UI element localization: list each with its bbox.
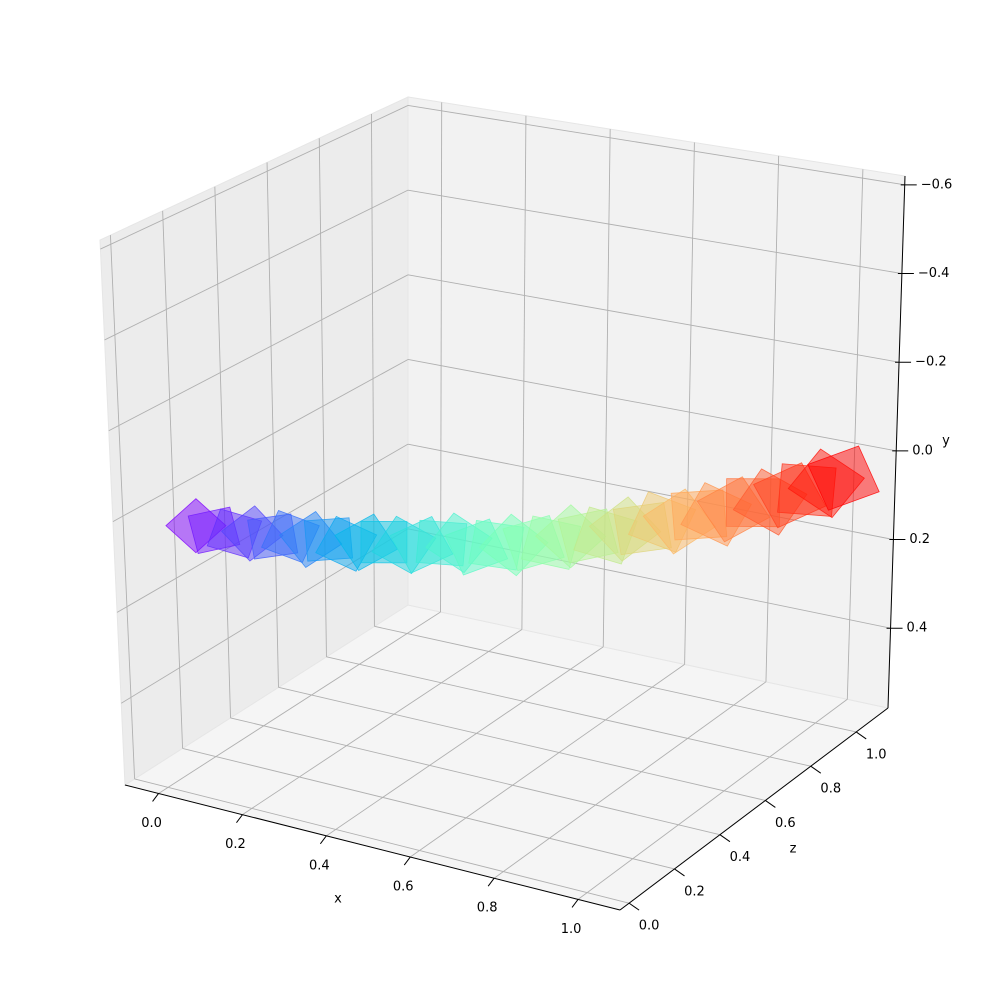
grid-line bbox=[242, 629, 523, 816]
x-tick-label: 0.0 bbox=[141, 816, 162, 831]
y-axis-label: y bbox=[942, 434, 950, 449]
z-tick bbox=[810, 765, 822, 774]
grid-line bbox=[158, 611, 441, 794]
grid-line bbox=[407, 189, 902, 274]
polygon-mark bbox=[807, 445, 880, 511]
y-tick-label: 0.2 bbox=[909, 532, 930, 547]
grid-line bbox=[100, 105, 409, 250]
x-tick-label: 0.6 bbox=[393, 880, 414, 895]
grid-line bbox=[326, 646, 604, 837]
x-tick bbox=[403, 856, 411, 866]
grid-line bbox=[104, 189, 409, 341]
z-tick-label: 0.0 bbox=[639, 919, 660, 934]
x-axis-line bbox=[124, 784, 621, 911]
x-tick bbox=[236, 814, 243, 823]
z-tick-label: 0.2 bbox=[684, 884, 705, 899]
grid-line bbox=[109, 235, 136, 779]
grid-line bbox=[326, 656, 811, 767]
y-tick-label: 0.4 bbox=[907, 621, 928, 636]
grid-line bbox=[162, 210, 184, 749]
grid-line bbox=[684, 142, 695, 665]
grid-line bbox=[493, 681, 767, 879]
x-tick-label: 0.2 bbox=[225, 837, 246, 852]
z-tick-label: 0.8 bbox=[820, 782, 841, 797]
grid-line bbox=[112, 359, 409, 522]
y-tick-label: −0.6 bbox=[921, 177, 953, 192]
z-tick-label: 0.4 bbox=[730, 850, 751, 865]
z-tick bbox=[628, 902, 640, 911]
y-tick-label: −0.2 bbox=[915, 355, 947, 370]
grid-line bbox=[846, 169, 864, 700]
z-tick-label: 0.6 bbox=[775, 816, 796, 831]
grid-line bbox=[278, 686, 766, 801]
x-tick-label: 1.0 bbox=[561, 922, 582, 937]
z-tick bbox=[674, 868, 685, 877]
back-pane bbox=[407, 96, 906, 709]
z-tick bbox=[719, 834, 731, 843]
grid-line bbox=[108, 274, 409, 432]
y-tick-label: −0.4 bbox=[918, 266, 950, 281]
grid-line bbox=[407, 105, 905, 186]
grid-line bbox=[230, 717, 721, 836]
x-tick bbox=[152, 793, 159, 802]
z-axis-line bbox=[619, 707, 889, 911]
grid-line bbox=[577, 698, 848, 900]
x-axis-label: x bbox=[334, 892, 342, 907]
grid-line bbox=[765, 155, 780, 682]
z-tick bbox=[855, 731, 867, 740]
x-tick bbox=[319, 835, 327, 845]
grid-line bbox=[407, 359, 897, 452]
x-tick bbox=[571, 899, 579, 908]
grid-line bbox=[182, 747, 675, 870]
grid-line bbox=[602, 129, 611, 647]
grid-line bbox=[407, 443, 894, 540]
x-tick bbox=[487, 877, 495, 887]
z-tick bbox=[765, 800, 776, 808]
z-axis-label: z bbox=[790, 842, 797, 857]
grid-line bbox=[409, 663, 685, 858]
grid-line bbox=[214, 186, 231, 718]
x-tick-label: 0.4 bbox=[309, 858, 330, 873]
grid-line bbox=[318, 138, 327, 657]
x-tick-label: 0.8 bbox=[477, 901, 498, 916]
y-axis-line bbox=[887, 175, 906, 709]
grid-line bbox=[266, 162, 279, 688]
grid-line bbox=[407, 274, 900, 363]
y-tick-label: 0.0 bbox=[912, 443, 933, 458]
z-tick-label: 1.0 bbox=[866, 747, 887, 762]
grid-line bbox=[374, 625, 857, 733]
grid-line bbox=[134, 778, 630, 904]
